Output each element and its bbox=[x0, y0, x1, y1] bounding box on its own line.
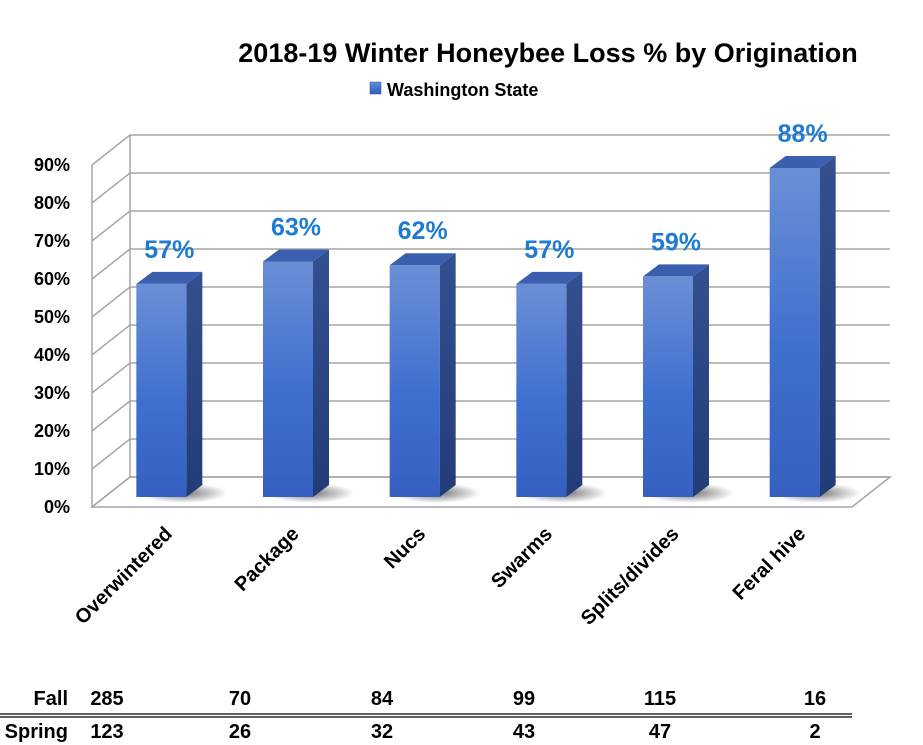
legend-label: Washington State bbox=[387, 80, 538, 100]
x-tick-label: Splits/divides bbox=[577, 523, 684, 630]
bar-top bbox=[769, 155, 836, 168]
table-cell: 115 bbox=[644, 688, 676, 710]
gridline-wall bbox=[91, 248, 131, 280]
bar-side bbox=[819, 155, 836, 497]
x-tick-label: Swarms bbox=[487, 523, 557, 593]
y-tick-label: 90% bbox=[34, 155, 70, 175]
bar bbox=[643, 276, 693, 497]
bar-top bbox=[516, 271, 583, 284]
x-tick-label: Feral hive bbox=[729, 523, 811, 605]
legend: Washington State bbox=[369, 80, 538, 100]
data-label: 63% bbox=[271, 213, 321, 241]
table-cell: 70 bbox=[229, 688, 251, 710]
bar-side bbox=[186, 271, 203, 497]
y-axis-ticks: 0% 10% 20% 30% 40% 50% 60% 70% 80% 90% bbox=[34, 155, 70, 517]
bar-side bbox=[693, 264, 709, 497]
table-cell: 285 bbox=[90, 688, 123, 710]
table-row-label: Fall bbox=[34, 688, 68, 710]
table-cell: 26 bbox=[229, 721, 251, 743]
bar bbox=[263, 261, 313, 497]
gridline-wall bbox=[91, 210, 131, 242]
bar-side bbox=[313, 249, 329, 497]
x-axis-ticks: Overwintered Package Nucs Swarms Splits/divi… bbox=[71, 523, 810, 630]
table-cell: 2 bbox=[809, 721, 820, 743]
y-tick-label: 50% bbox=[34, 307, 70, 327]
data-label: 62% bbox=[398, 217, 448, 245]
x-tick-label: Nucs bbox=[380, 523, 430, 573]
bar bbox=[389, 265, 440, 497]
bar-top bbox=[643, 264, 709, 277]
data-label: 88% bbox=[778, 120, 828, 148]
bar-top bbox=[136, 271, 203, 284]
bars bbox=[136, 155, 836, 497]
table-cell: 47 bbox=[649, 721, 671, 743]
gridline-wall bbox=[91, 438, 131, 470]
y-tick-label: 80% bbox=[34, 193, 70, 213]
y-tick-label: 70% bbox=[34, 231, 70, 251]
gridline-wall bbox=[91, 362, 131, 394]
gridline-wall bbox=[91, 324, 131, 356]
data-label: 57% bbox=[524, 236, 574, 264]
bar bbox=[769, 167, 820, 497]
y-tick-label: 30% bbox=[34, 383, 70, 403]
gridline-wall bbox=[91, 172, 131, 204]
legend-swatch bbox=[369, 81, 382, 95]
bar bbox=[136, 283, 187, 497]
bar-side bbox=[566, 271, 583, 497]
y-tick-label: 10% bbox=[34, 459, 70, 479]
gridline-wall bbox=[91, 476, 131, 508]
bar-top bbox=[263, 249, 329, 262]
bar-top bbox=[389, 253, 456, 266]
data-table: Fall 285 70 84 99 115 16 Spring 123 26 32 43 47 2 bbox=[0, 688, 852, 743]
x-tick-label: Overwintered bbox=[71, 523, 177, 629]
table-cell: 16 bbox=[804, 688, 826, 710]
y-tick-label: 20% bbox=[34, 421, 70, 441]
data-label: 59% bbox=[651, 228, 701, 256]
data-labels: 57% 63% 62% 57% 59% 88% bbox=[144, 120, 827, 264]
table-cell: 43 bbox=[513, 721, 535, 743]
gridline-wall bbox=[91, 286, 131, 318]
bar bbox=[516, 283, 567, 497]
table-cell: 84 bbox=[371, 688, 394, 710]
bar-side bbox=[439, 253, 456, 497]
gridline-wall bbox=[91, 400, 131, 432]
y-tick-label: 40% bbox=[34, 345, 70, 365]
table-row-label: Spring bbox=[5, 721, 68, 743]
x-tick-label: Package bbox=[231, 523, 304, 596]
table-cell: 99 bbox=[513, 688, 535, 710]
chart-title: 2018-19 Winter Honeybee Loss % by Origin… bbox=[238, 38, 857, 68]
y-tick-label: 0% bbox=[44, 497, 70, 517]
table-cell: 123 bbox=[90, 721, 123, 743]
table-cell: 32 bbox=[371, 721, 393, 743]
y-tick-label: 60% bbox=[34, 269, 70, 289]
data-label: 57% bbox=[144, 236, 194, 264]
gridline-wall bbox=[91, 134, 131, 166]
